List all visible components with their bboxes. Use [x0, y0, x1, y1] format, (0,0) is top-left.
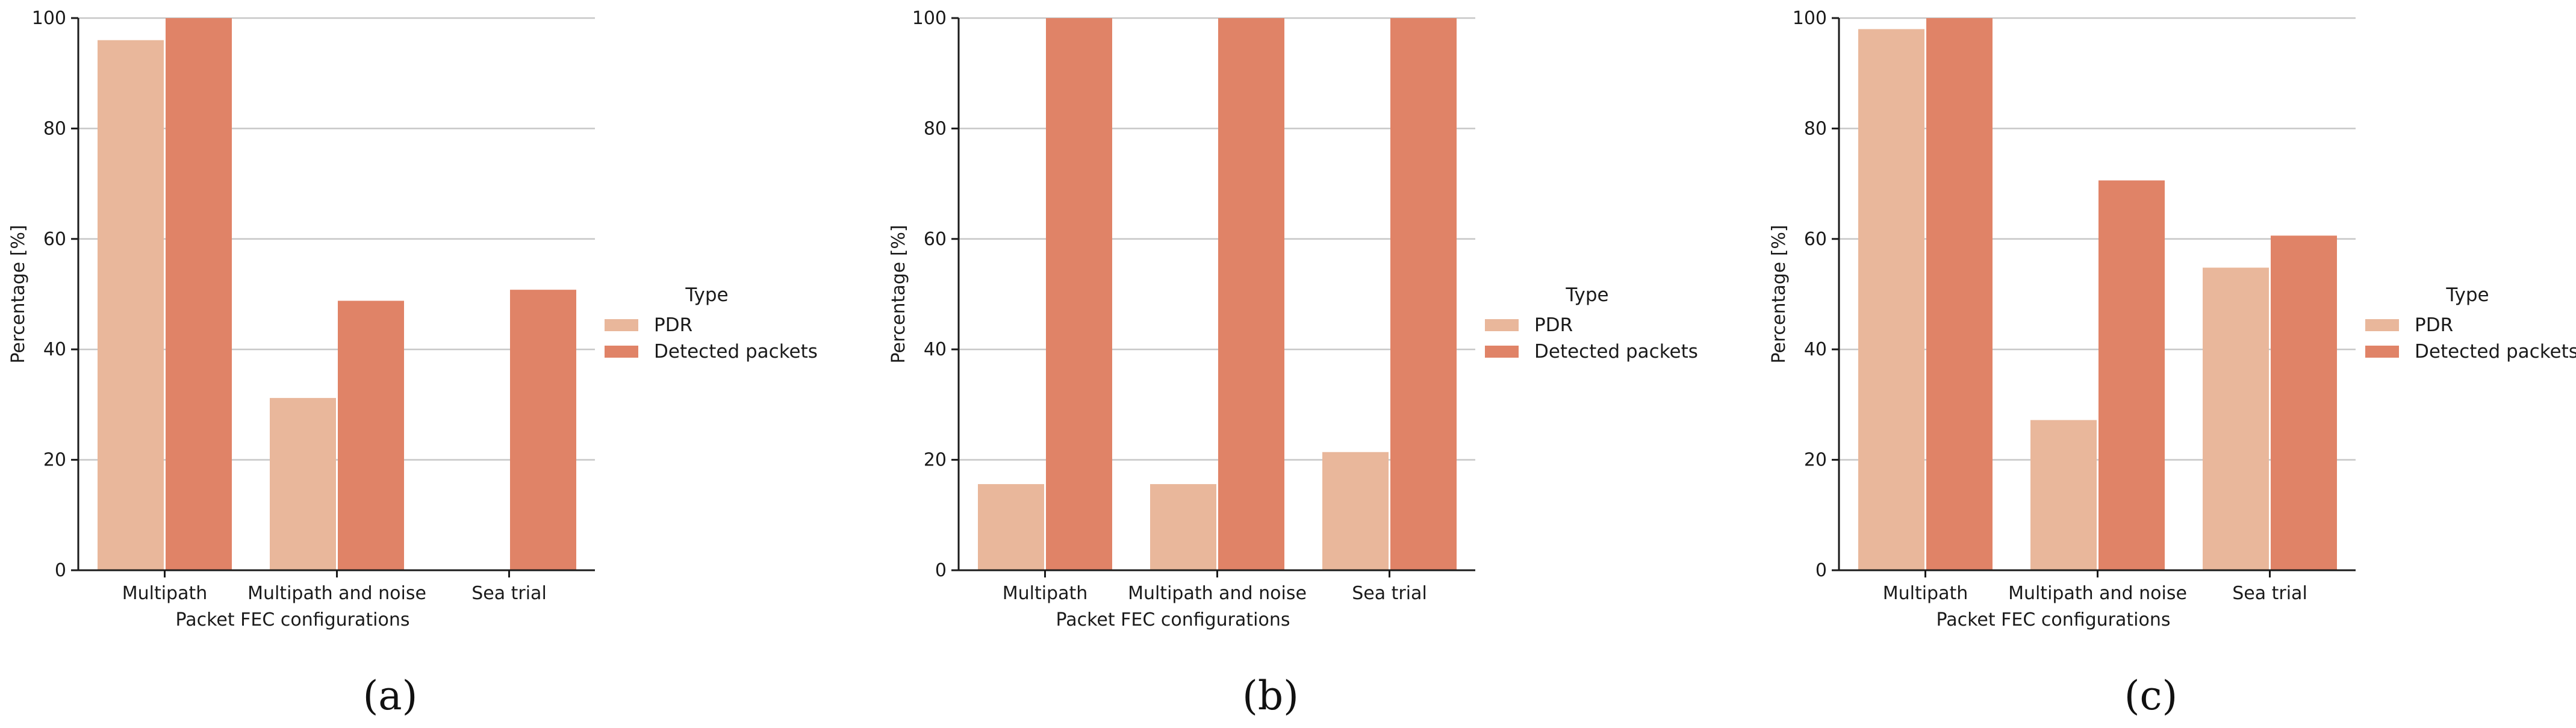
- bar-detected-packets-3: [510, 290, 576, 570]
- y-axis-label: Percentage [%]: [888, 225, 909, 363]
- x-tick-label: Multipath: [1883, 583, 1968, 604]
- legend-title: Type: [2445, 284, 2489, 306]
- bar-pdr-1: [98, 40, 164, 571]
- legend-title: Type: [1565, 284, 1608, 306]
- x-tick-label: Multipath: [1003, 583, 1088, 604]
- chart-panel-2: 0 20 40 60 80 100 Multipath Multipath and noise…: [888, 8, 1698, 719]
- y-tick-label: 40: [43, 339, 66, 360]
- bar-detected-packets-2: [2098, 180, 2165, 570]
- y-tick-label: 20: [43, 450, 66, 471]
- panel-label: (a): [363, 673, 418, 719]
- x-axis-label: Packet FEC configurations: [175, 609, 409, 630]
- x-tick-label: Multipath: [122, 583, 208, 604]
- panel-label: (b): [1242, 673, 1299, 719]
- bar-detected-packets-1: [166, 18, 232, 570]
- panel-label: (c): [2124, 673, 2177, 719]
- y-tick-label: 20: [924, 450, 947, 471]
- y-tick-label: 0: [1815, 560, 1827, 581]
- legend-title: Type: [685, 284, 728, 306]
- y-tick-label: 80: [43, 118, 66, 139]
- x-tick-label: Sea trial: [471, 583, 547, 604]
- y-tick-label: 80: [924, 118, 947, 139]
- bar-pdr-2: [270, 397, 336, 570]
- y-tick-label: 40: [1804, 339, 1827, 360]
- legend-swatch-1: [1485, 319, 1519, 331]
- y-tick-label: 60: [1804, 229, 1827, 250]
- legend-label-1: PDR: [2415, 314, 2453, 336]
- legend-swatch-2: [2365, 346, 2399, 358]
- y-tick-label: 100: [912, 8, 947, 29]
- x-tick-label: Sea trial: [2232, 583, 2307, 604]
- y-tick-label: 40: [924, 339, 947, 360]
- bar-pdr-1: [1858, 29, 1924, 570]
- x-tick-label: Sea trial: [1352, 583, 1427, 604]
- y-tick-label: 60: [43, 229, 66, 250]
- legend-label-1: PDR: [1534, 314, 1573, 336]
- legend-label-2: Detected packets: [1534, 341, 1698, 362]
- chart-panel-3: 0 20 40 60 80 100 Multipath Multipath and noise…: [1769, 8, 2576, 719]
- bar-pdr-3: [1322, 452, 1389, 570]
- y-tick-label: 100: [1793, 8, 1827, 29]
- legend-label-1: PDR: [654, 314, 692, 336]
- bar-pdr-1: [978, 484, 1044, 570]
- x-tick-label: Multipath and noise: [247, 583, 426, 604]
- y-tick-label: 0: [55, 560, 66, 581]
- legend-swatch-1: [605, 319, 638, 331]
- legend-swatch-1: [2365, 319, 2399, 331]
- legend-label-2: Detected packets: [654, 341, 818, 362]
- bar-detected-packets-3: [2271, 235, 2337, 571]
- chart-panel-1: 0 20 40 60 80 100 Multipath Multipath and noise…: [8, 8, 818, 719]
- y-tick-label: 60: [924, 229, 947, 250]
- bar-detected-packets-3: [1390, 18, 1457, 570]
- legend-swatch-2: [1485, 346, 1519, 358]
- bar-detected-packets-2: [338, 300, 404, 570]
- y-tick-label: 0: [935, 560, 947, 581]
- bar-pdr-3: [2203, 267, 2269, 570]
- bar-detected-packets-1: [1926, 18, 1993, 570]
- x-axis-label: Packet FEC configurations: [1936, 609, 2170, 630]
- y-axis-label: Percentage [%]: [1769, 225, 1790, 363]
- x-tick-label: Multipath and noise: [1128, 583, 1307, 604]
- y-tick-label: 80: [1804, 118, 1827, 139]
- y-tick-label: 100: [32, 8, 66, 29]
- bar-pdr-2: [1150, 484, 1216, 570]
- bar-detected-packets-1: [1046, 18, 1112, 570]
- x-axis-label: Packet FEC configurations: [1056, 609, 1290, 630]
- y-tick-label: 20: [1804, 450, 1827, 471]
- x-tick-label: Multipath and noise: [2008, 583, 2187, 604]
- legend-swatch-2: [605, 346, 638, 358]
- bar-detected-packets-2: [1218, 18, 1284, 570]
- bar-pdr-2: [2030, 420, 2097, 570]
- y-axis-label: Percentage [%]: [8, 225, 29, 363]
- legend-label-2: Detected packets: [2415, 341, 2576, 362]
